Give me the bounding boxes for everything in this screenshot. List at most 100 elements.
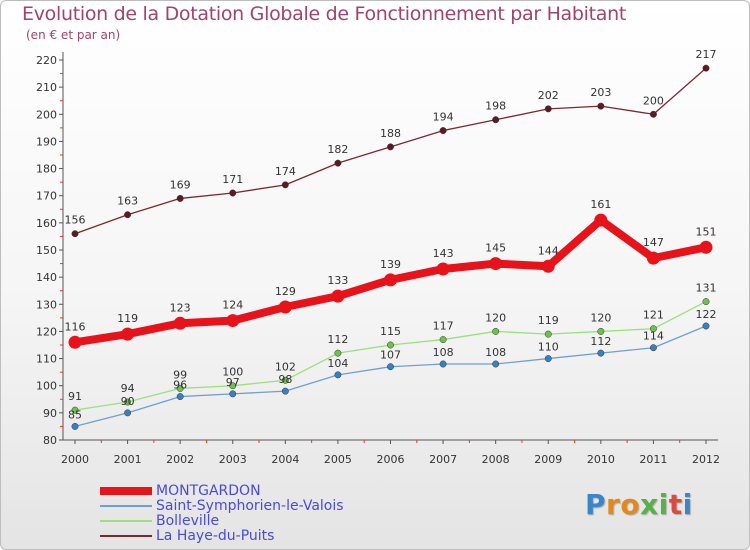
legend-swatch [100,535,152,537]
x-tick-label: 2005 [324,453,352,466]
data-point-bolleville [334,349,342,357]
data-point-la-haye-du-puits [544,105,552,113]
data-point-montgardon [384,273,397,287]
legend-swatch [100,487,152,495]
data-point-montgardon [541,259,555,273]
x-tick-label: 2006 [377,453,405,466]
series-line-saint-symphorien-le-valois [74,325,707,428]
data-label-la-haye-du-puits: 171 [222,173,243,186]
data-label-bolleville: 115 [380,325,401,338]
data-label-bolleville: 131 [696,282,717,295]
legend-label: Saint-Symphorien-le-Valois [156,498,344,514]
data-point-bolleville [176,384,184,392]
logo-letter: t [668,488,683,521]
y-tick-label: 170 [36,190,57,203]
data-label-montgardon: 143 [433,247,454,260]
x-tick-label: 2008 [482,453,510,466]
y-tick-label: 140 [36,271,57,284]
data-point-la-haye-du-puits [439,127,447,135]
data-label-la-haye-du-puits: 202 [538,89,559,102]
data-point-montgardon [226,314,240,328]
data-point-bolleville [649,325,657,333]
y-tick-label: 200 [36,108,57,121]
x-tick-label: 2003 [219,453,247,466]
x-tick-label: 2007 [429,453,457,466]
y-tick-label: 80 [43,434,57,447]
data-label-montgardon: 133 [327,274,348,287]
data-label-montgardon: 144 [538,244,559,257]
data-label-la-haye-du-puits: 182 [327,143,348,156]
data-label-montgardon: 161 [590,198,611,211]
data-label-la-haye-du-puits: 200 [643,94,664,107]
data-label-saint-symphorien-le-valois: 108 [485,346,506,359]
data-point-saint-symphorien-le-valois [597,349,605,357]
data-label-la-haye-du-puits: 169 [170,178,191,191]
data-label-saint-symphorien-le-valois: 96 [173,379,187,392]
data-label-montgardon: 145 [485,242,506,255]
data-point-montgardon [646,251,660,265]
data-point-la-haye-du-puits [702,64,710,72]
data-label-saint-symphorien-le-valois: 107 [380,349,401,362]
data-point-bolleville [281,376,289,384]
data-label-saint-symphorien-le-valois: 85 [68,408,82,421]
data-point-montgardon [173,316,187,330]
logo-letter: o [620,488,641,521]
data-point-montgardon [68,335,82,349]
y-tick-label: 220 [36,54,57,67]
logo-letter: r [606,488,621,521]
data-label-bolleville: 100 [222,366,243,379]
data-label-bolleville: 121 [643,309,664,322]
legend-label: MONTGARDON [156,483,261,499]
data-label-saint-symphorien-le-valois: 104 [327,357,348,370]
data-point-la-haye-du-puits [492,116,500,124]
data-point-saint-symphorien-le-valois [281,387,289,395]
y-tick-label: 190 [36,135,57,148]
data-label-la-haye-du-puits: 217 [696,48,717,61]
data-label-saint-symphorien-le-valois: 90 [121,395,135,408]
x-tick-label: 2000 [61,453,89,466]
data-point-montgardon [278,300,292,314]
data-label-montgardon: 129 [275,285,296,298]
y-tick-label: 130 [36,298,57,311]
y-tick-label: 210 [36,81,57,94]
data-label-montgardon: 124 [222,299,243,312]
data-point-saint-symphorien-le-valois [387,363,394,371]
data-label-bolleville: 102 [275,360,296,373]
data-label-bolleville: 119 [538,314,559,327]
data-label-montgardon: 119 [117,312,138,325]
y-tick-label: 180 [36,163,57,176]
data-label-la-haye-du-puits: 156 [65,214,86,227]
data-point-la-haye-du-puits [176,194,184,202]
data-point-la-haye-du-puits [124,211,132,219]
data-label-la-haye-du-puits: 203 [590,86,611,99]
data-point-saint-symphorien-le-valois [439,360,447,368]
y-tick-label: 150 [36,244,57,257]
data-point-montgardon [331,289,345,303]
data-label-la-haye-du-puits: 174 [275,165,296,178]
data-point-la-haye-du-puits [649,110,657,118]
logo-letter: x [640,488,659,521]
data-label-bolleville: 120 [590,311,611,324]
data-point-saint-symphorien-le-valois [544,355,552,363]
data-point-bolleville [71,406,79,414]
chart-subtitle: (en € et par an) [26,28,121,42]
x-tick-label: 2002 [166,453,194,466]
data-label-saint-symphorien-le-valois: 114 [643,330,664,343]
logo-letter: i [658,488,669,521]
data-point-bolleville [597,327,605,335]
data-label-saint-symphorien-le-valois: 110 [538,341,559,354]
data-point-saint-symphorien-le-valois [334,371,342,379]
data-point-montgardon [436,262,450,276]
data-point-saint-symphorien-le-valois [124,409,132,417]
data-point-bolleville [229,382,237,390]
logo-letter: P [585,488,607,521]
data-point-saint-symphorien-le-valois [229,390,237,398]
data-point-montgardon [121,327,135,341]
legend-label: Bolleville [156,513,220,529]
data-point-saint-symphorien-le-valois [71,422,79,430]
data-label-la-haye-du-puits: 163 [117,195,138,208]
data-point-bolleville [702,298,710,306]
data-point-bolleville [387,341,394,349]
data-point-la-haye-du-puits [229,189,237,197]
